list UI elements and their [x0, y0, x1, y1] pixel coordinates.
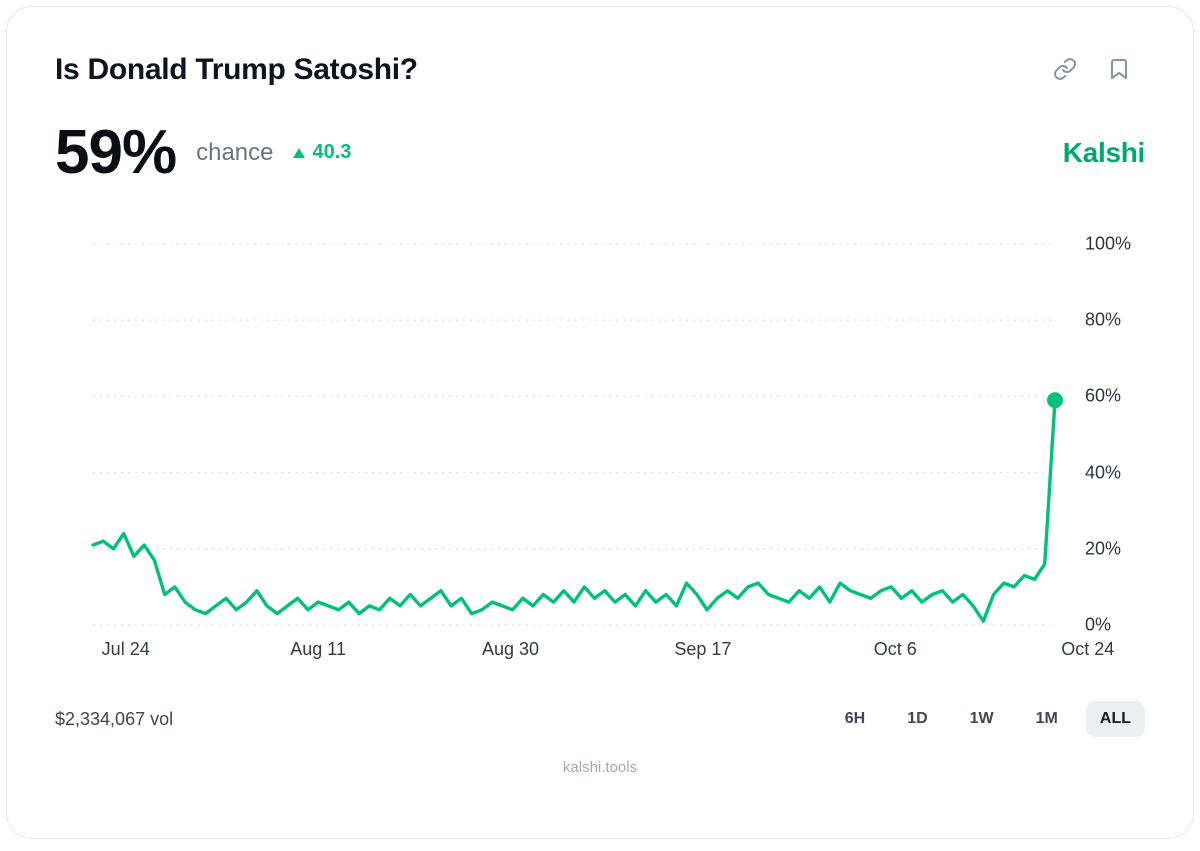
footer-row: $2,334,067 vol 6H 1D 1W 1M ALL: [55, 701, 1145, 737]
y-axis-label: 100%: [1085, 233, 1132, 254]
y-axis: 0% 20% 40% 60% 80% 100%: [1055, 234, 1145, 635]
last-price-dot: [1047, 392, 1063, 409]
x-axis-label: Oct 24: [1061, 639, 1115, 659]
range-button-all[interactable]: ALL: [1085, 701, 1145, 737]
range-button-1d[interactable]: 1D: [893, 701, 941, 737]
y-axis-label: 60%: [1085, 385, 1122, 406]
chance-value: 59%: [55, 118, 177, 187]
share-link-icon[interactable]: [1053, 57, 1077, 81]
price-chart[interactable]: [91, 243, 1063, 626]
triangle-up-icon: [293, 147, 306, 158]
x-axis: Jul 24 Aug 11 Aug 30 Sep 17 Oct 6 Oct 24: [93, 639, 1115, 675]
x-axis-label: Aug 11: [290, 639, 346, 659]
range-selector: 6H 1D 1W 1M ALL: [831, 701, 1145, 737]
y-axis-label: 0%: [1085, 614, 1112, 635]
range-button-1w[interactable]: 1W: [956, 701, 1008, 737]
x-axis-label: Oct 6: [873, 639, 917, 659]
header-actions: [1053, 57, 1131, 81]
price-line: [91, 398, 1057, 623]
bookmark-icon[interactable]: [1107, 57, 1131, 81]
range-button-6h[interactable]: 6H: [831, 701, 879, 737]
y-axis-label: 40%: [1085, 462, 1122, 483]
chart-area: Jul 24 Aug 11 Aug 30 Sep 17 Oct 6 Oct 24 0% 20…: [91, 234, 1145, 675]
y-axis-label: 20%: [1085, 538, 1122, 559]
x-axis-label: Jul 24: [101, 639, 150, 659]
y-axis-label: 80%: [1085, 309, 1122, 330]
card-header: Is Donald Trump Satoshi?: [55, 53, 1145, 87]
stats-row: 59% chance 40.3 Kalshi: [55, 117, 1145, 188]
market-card: Is Donald Trump Satoshi? 59% chance 40.3…: [6, 6, 1194, 839]
volume-label: $2,334,067 vol: [55, 708, 174, 729]
delta-value: 40.3: [312, 141, 352, 163]
chance-label: chance: [196, 138, 274, 166]
delta-badge: 40.3: [293, 141, 351, 164]
kalshi-logo: Kalshi: [1062, 136, 1146, 168]
x-axis-label: Aug 30: [481, 639, 540, 659]
site-label: kalshi.tools: [562, 759, 638, 776]
price-line-svg: [91, 243, 1063, 626]
range-button-1m[interactable]: 1M: [1022, 701, 1072, 737]
page-title: Is Donald Trump Satoshi?: [55, 53, 418, 86]
x-axis-label: Sep 17: [674, 639, 732, 659]
